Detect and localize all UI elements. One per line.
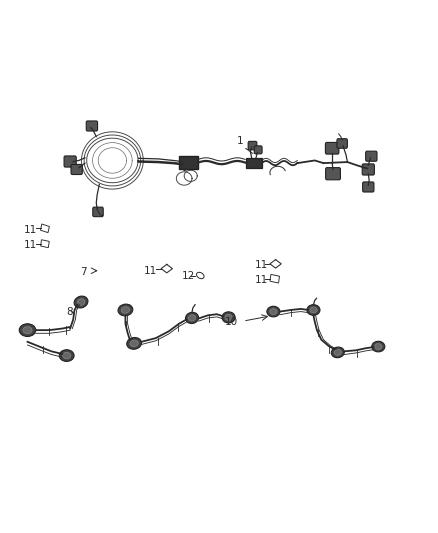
Ellipse shape [130,340,138,346]
FancyBboxPatch shape [363,182,374,192]
Text: 1: 1 [237,135,244,146]
FancyBboxPatch shape [64,156,76,167]
Ellipse shape [74,296,88,308]
Ellipse shape [127,337,141,349]
FancyBboxPatch shape [93,207,103,216]
Text: 11: 11 [144,266,157,276]
FancyBboxPatch shape [325,167,340,180]
Ellipse shape [77,299,85,305]
Ellipse shape [374,344,382,350]
Text: 11: 11 [24,240,37,251]
Text: 11: 11 [254,261,268,270]
FancyBboxPatch shape [337,139,347,148]
Ellipse shape [334,350,341,356]
FancyBboxPatch shape [362,164,374,175]
Ellipse shape [63,352,71,359]
Ellipse shape [222,312,235,323]
Text: 12: 12 [182,271,195,281]
Text: 11: 11 [254,275,268,285]
Ellipse shape [23,327,32,334]
Ellipse shape [19,324,36,336]
FancyBboxPatch shape [325,142,339,154]
Text: 8: 8 [66,306,72,317]
Ellipse shape [372,341,385,352]
Ellipse shape [118,304,133,316]
FancyBboxPatch shape [248,141,257,150]
Ellipse shape [310,307,317,313]
FancyBboxPatch shape [179,156,198,169]
FancyBboxPatch shape [254,146,262,154]
Ellipse shape [307,305,320,316]
FancyBboxPatch shape [86,121,98,131]
Ellipse shape [121,307,130,313]
Ellipse shape [188,315,196,321]
FancyBboxPatch shape [246,158,261,168]
Text: 7: 7 [80,267,87,277]
Ellipse shape [186,312,198,324]
FancyBboxPatch shape [366,151,377,161]
Ellipse shape [225,314,232,320]
Ellipse shape [270,309,277,314]
Ellipse shape [59,350,74,361]
Ellipse shape [267,306,280,317]
FancyBboxPatch shape [71,165,82,174]
Text: 11: 11 [24,225,37,236]
Text: 10: 10 [225,317,238,327]
Ellipse shape [331,347,344,358]
